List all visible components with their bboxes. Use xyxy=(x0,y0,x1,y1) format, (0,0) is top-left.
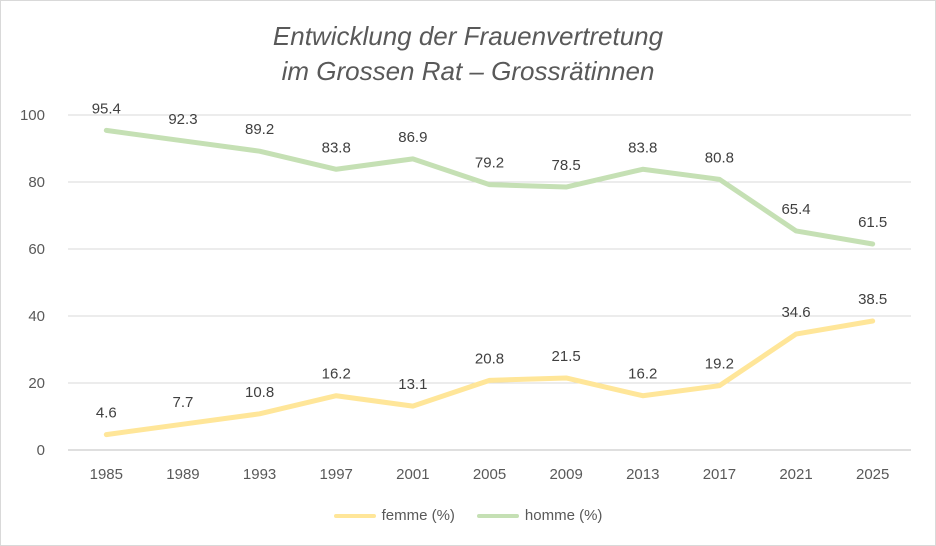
x-tick-label: 1997 xyxy=(320,466,353,483)
legend-swatch-femme xyxy=(333,513,376,518)
data-label: 13.1 xyxy=(398,376,427,393)
data-label: 16.2 xyxy=(628,366,657,383)
x-tick-label: 2013 xyxy=(626,466,659,483)
data-label: 83.8 xyxy=(628,139,657,156)
y-tick-label: 0 xyxy=(37,442,45,459)
data-label: 78.5 xyxy=(552,157,581,174)
y-tick-label: 20 xyxy=(28,375,45,392)
data-label: 61.5 xyxy=(858,214,887,231)
data-label: 10.8 xyxy=(245,384,274,401)
data-label: 95.4 xyxy=(92,100,121,117)
y-tick-label: 40 xyxy=(28,308,45,325)
y-tick-label: 60 xyxy=(28,241,45,258)
x-tick-label: 2001 xyxy=(396,466,429,483)
chart-title: Entwicklung der Frauenvertretung im Gros… xyxy=(1,19,935,89)
x-tick-label: 1993 xyxy=(243,466,276,483)
data-label: 19.2 xyxy=(705,356,734,373)
data-label: 79.2 xyxy=(475,155,504,172)
x-tick-label: 2017 xyxy=(703,466,736,483)
chart-title-line-1: Entwicklung der Frauenvertretung xyxy=(272,21,664,51)
x-tick-label: 2021 xyxy=(779,466,812,483)
y-tick-label: 80 xyxy=(28,174,45,191)
legend-item-homme: homme (%) xyxy=(476,507,603,524)
series-line-femme xyxy=(103,318,876,438)
data-label: 4.6 xyxy=(96,405,117,422)
x-tick-label: 2025 xyxy=(856,466,889,483)
x-tick-label: 1989 xyxy=(166,466,199,483)
x-tick-label: 2009 xyxy=(549,466,582,483)
data-label: 20.8 xyxy=(475,350,504,367)
legend-item-femme: femme (%) xyxy=(333,507,455,524)
data-label: 21.5 xyxy=(552,348,581,365)
data-label: 89.2 xyxy=(245,121,274,138)
data-label: 92.3 xyxy=(168,111,197,128)
data-label: 65.4 xyxy=(781,201,810,218)
x-tick-label: 1985 xyxy=(90,466,123,483)
data-label: 80.8 xyxy=(705,149,734,166)
data-label: 38.5 xyxy=(858,291,887,308)
legend-swatch-homme xyxy=(476,513,519,518)
legend-label-femme: femme (%) xyxy=(381,507,455,524)
legend: femme (%) homme (%) xyxy=(1,507,935,524)
data-label: 83.8 xyxy=(322,139,351,156)
y-tick-label: 100 xyxy=(20,107,45,124)
series-line-homme xyxy=(103,127,876,247)
data-label: 16.2 xyxy=(322,366,351,383)
legend-label-homme: homme (%) xyxy=(524,507,603,524)
chart-title-line-2: im Grossen Rat – Grossrätinnen xyxy=(281,56,655,86)
data-label: 34.6 xyxy=(781,304,810,321)
x-tick-label: 2005 xyxy=(473,466,506,483)
data-label: 7.7 xyxy=(173,394,194,411)
data-label: 86.9 xyxy=(398,129,427,146)
